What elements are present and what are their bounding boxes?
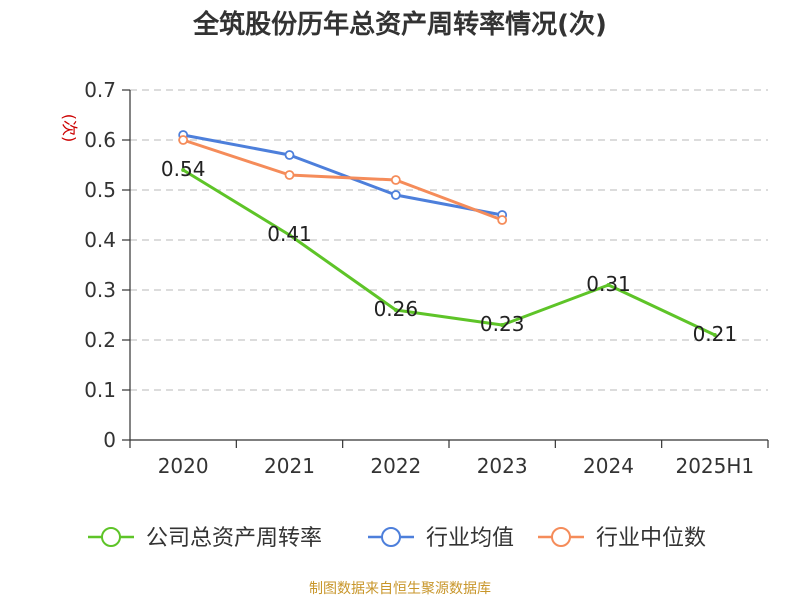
series-line-2 [182, 138, 503, 222]
series-point-2 [390, 175, 401, 185]
x-tick-label: 2022 [370, 454, 421, 478]
series-point-1 [390, 190, 401, 200]
series-point-0 [181, 168, 186, 172]
y-tick-label: 0 [103, 428, 116, 452]
legend: 公司总资产周转率 行业均值 行业中位数 [88, 526, 706, 551]
y-tick-label: 0.1 [84, 378, 116, 402]
series-point-2 [284, 170, 295, 180]
series-point-2 [178, 135, 189, 145]
legend-marker-1 [381, 527, 401, 547]
series-line-0 [182, 168, 716, 337]
x-tick-label: 2024 [583, 454, 634, 478]
y-tick-label: 0.6 [84, 128, 116, 152]
data-label-layer: 0.54 0.41 0.26 0.23 0.31 0.21 [161, 157, 737, 346]
data-label: 0.54 [161, 157, 206, 181]
axis-layer: 0 0.1 0.2 0.3 0.4 0.5 0.6 0.7 2020 2021 2022 2023 20… [84, 78, 769, 478]
series-point-0 [393, 308, 398, 312]
series-point-0 [500, 323, 505, 327]
y-tick-label: 0.3 [84, 278, 116, 302]
series-layer [178, 130, 717, 337]
legend-label-0: 公司总资产周转率 [146, 526, 322, 551]
series-point-0 [712, 333, 717, 337]
x-tick-label: 2021 [264, 454, 315, 478]
legend-label-2: 行业中位数 [596, 526, 706, 551]
grid-layer [130, 89, 768, 391]
source-note: 制图数据来自恒生聚源数据库 [309, 581, 491, 597]
data-label: 0.23 [480, 312, 525, 336]
y-tick-label: 0.4 [84, 228, 116, 252]
y-tick-label: 0.5 [84, 178, 116, 202]
y-tick-label: 0.7 [84, 78, 116, 102]
series-line-1 [182, 133, 503, 217]
legend-label-1: 行业均值 [426, 526, 514, 551]
series-point-0 [287, 233, 292, 237]
data-label: 0.31 [586, 272, 631, 296]
series-point-1 [284, 150, 295, 160]
legend-marker-2 [551, 527, 571, 547]
y-axis-unit-label: (次) [60, 114, 79, 143]
data-label: 0.21 [693, 322, 738, 346]
legend-marker-0 [101, 527, 121, 547]
x-tick-label: 2023 [477, 454, 528, 478]
x-tick-label: 2020 [158, 454, 209, 478]
x-tick-label: 2025H1 [675, 454, 754, 478]
data-label: 0.26 [374, 297, 419, 321]
data-label: 0.41 [267, 222, 312, 246]
y-tick-label: 0.2 [84, 328, 116, 352]
series-point-0 [606, 283, 611, 287]
chart-title: 全筑股份历年总资产周转率情况(次) [193, 10, 607, 40]
series-point-2 [497, 215, 508, 225]
